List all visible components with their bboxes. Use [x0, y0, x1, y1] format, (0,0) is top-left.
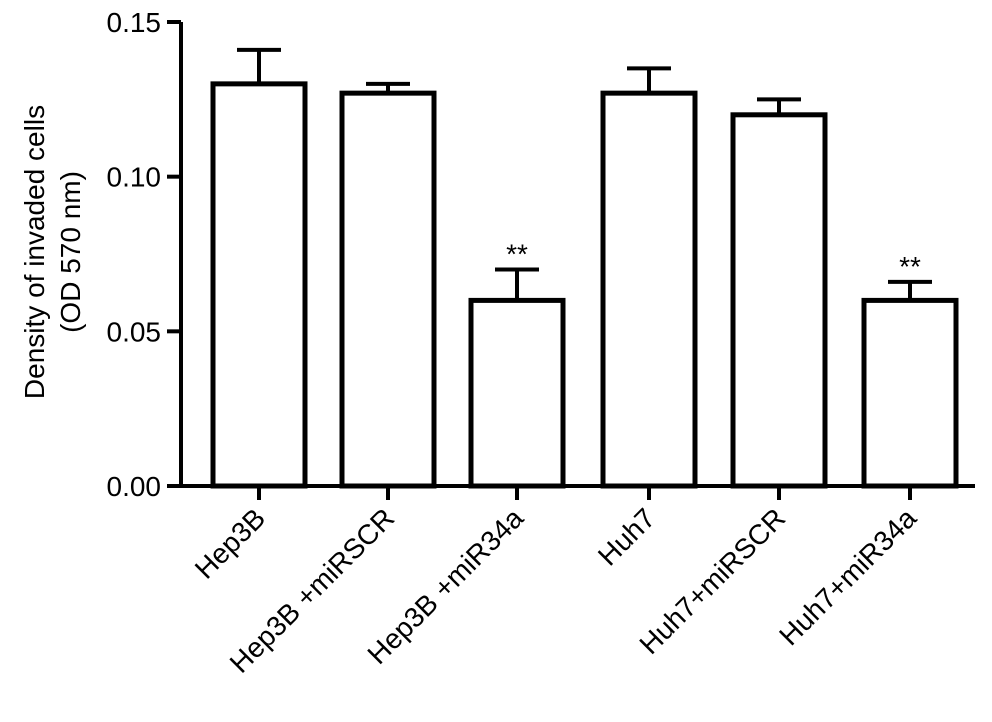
bar [861, 297, 959, 489]
y-tick-label: 0.00 [107, 471, 162, 502]
y-axis-label: Density of invaded cells (OD 570 nm) [19, 105, 86, 399]
y-tick-label: 0.15 [107, 7, 162, 38]
significance-annotation: ** [506, 238, 528, 269]
x-tick-label: Hep3B [189, 502, 271, 584]
x-tick-label: Huh7 [592, 502, 661, 571]
y-tick-label: 0.10 [107, 162, 162, 193]
significance-annotation: ** [899, 251, 921, 282]
bar [210, 81, 308, 489]
y-tick-label: 0.05 [107, 316, 162, 347]
x-tick-label: Huh7+miR34a [773, 502, 922, 651]
y-axis-label-line-2: (OD 570 nm) [55, 171, 86, 333]
bar [730, 112, 828, 489]
bar [600, 90, 698, 489]
bar [339, 90, 437, 489]
y-axis-label-line-1: Density of invaded cells [19, 105, 50, 399]
bar [468, 297, 566, 489]
